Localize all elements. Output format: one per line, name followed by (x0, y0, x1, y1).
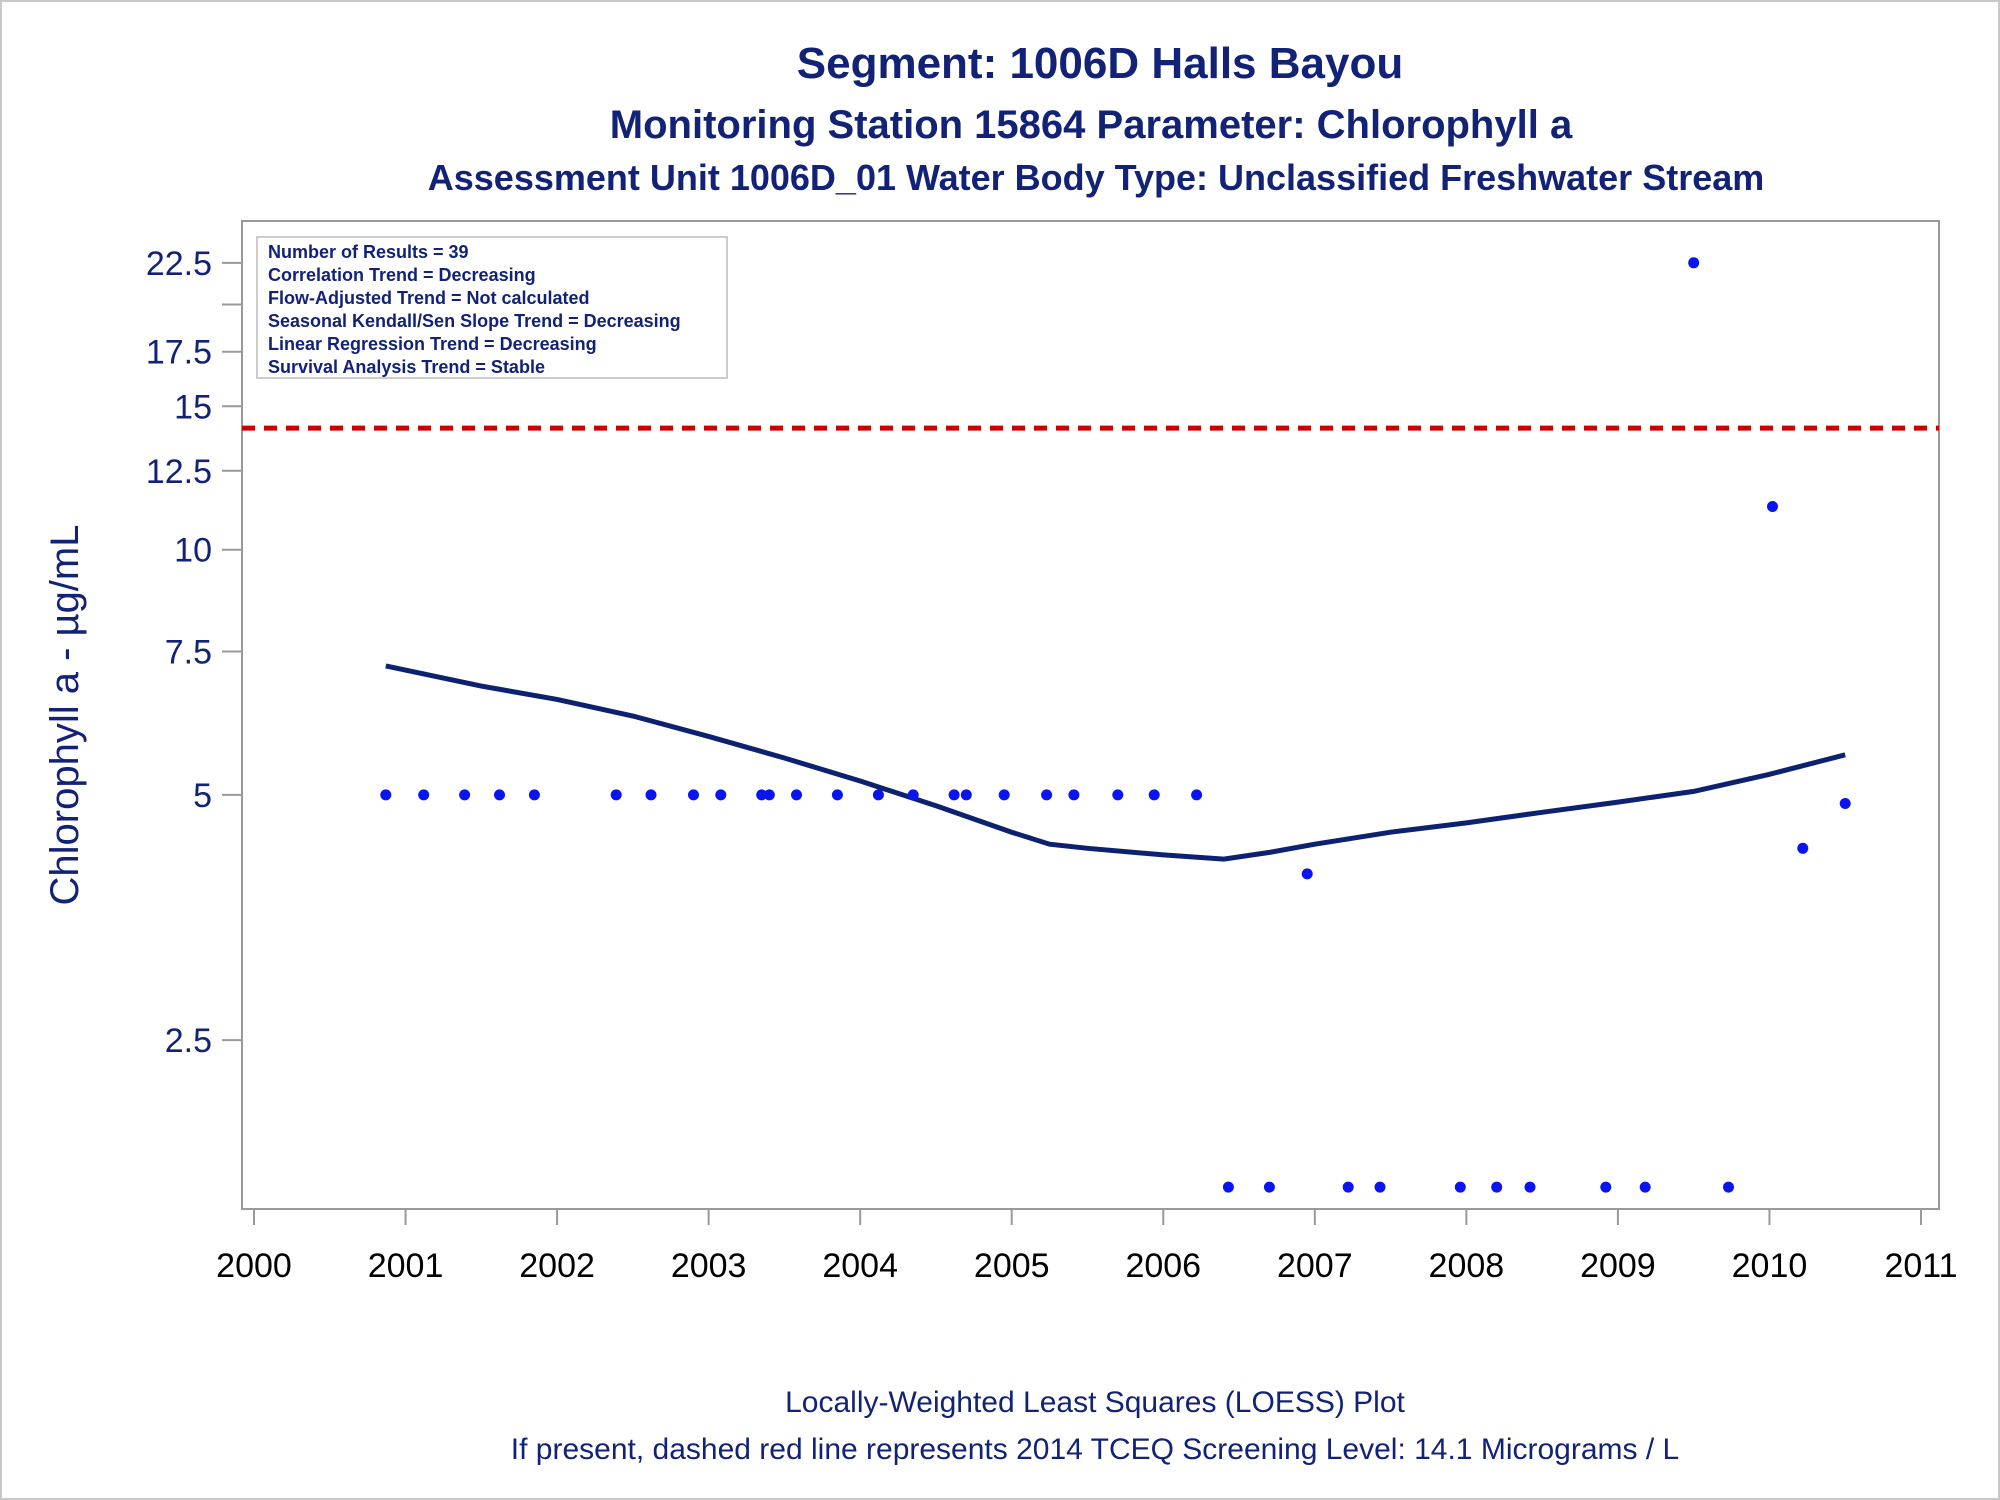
data-point (1301, 868, 1313, 880)
data-point (380, 789, 392, 801)
data-point (1688, 257, 1700, 269)
inset-seasonal-kendall: Seasonal Kendall/Sen Slope Trend = Decre… (268, 311, 681, 331)
data-point (1112, 789, 1124, 801)
data-point (1342, 1181, 1354, 1193)
y-tick-label: 15 (174, 388, 212, 426)
inset-flow-adjusted: Flow-Adjusted Trend = Not calculated (268, 288, 590, 308)
x-tick-label: 2007 (1277, 1247, 1353, 1285)
x-tick-label: 2003 (671, 1247, 747, 1285)
y-tick-label: 10 (174, 532, 212, 570)
y-tick-label: 2.5 (165, 1022, 212, 1060)
data-point (1191, 789, 1203, 801)
data-point (756, 789, 768, 801)
chart-title: Segment: 1006D Halls Bayou (797, 39, 1403, 88)
data-point (610, 789, 622, 801)
data-point (1222, 1181, 1234, 1193)
x-tick-label: 2005 (974, 1247, 1050, 1285)
y-tick-label: 22.5 (146, 245, 212, 283)
data-point (763, 789, 775, 801)
data-point (645, 789, 657, 801)
y-tick-label: 17.5 (146, 334, 212, 372)
data-point (494, 789, 505, 801)
trend-inset: Number of Results = 39 Correlation Trend… (256, 236, 728, 379)
x-tick-label: 2008 (1429, 1247, 1505, 1285)
inset-survival: Survival Analysis Trend = Stable (268, 357, 545, 377)
inset-box (256, 236, 728, 379)
data-point (1491, 1181, 1503, 1193)
data-point (1839, 798, 1851, 809)
data-point (688, 789, 699, 801)
y-axis-label: Chlorophyll a - µg/mL (43, 525, 87, 906)
plot-area (241, 220, 1940, 1210)
inset-results: Number of Results = 39 (268, 242, 469, 262)
inset-linear-regression: Linear Regression Trend = Decreasing (268, 334, 597, 354)
data-points (380, 257, 1851, 1193)
data-point (528, 789, 540, 801)
y-tick-label: 5 (193, 777, 212, 815)
footnote-loess: Locally-Weighted Least Squares (LOESS) P… (785, 1386, 1405, 1419)
inset-correlation: Correlation Trend = Decreasing (268, 265, 536, 285)
data-point (1148, 789, 1160, 801)
data-point (1639, 1181, 1651, 1193)
data-point (1767, 501, 1778, 512)
data-point (1068, 789, 1080, 801)
x-tick-label: 2002 (519, 1247, 595, 1285)
data-point (1454, 1181, 1466, 1193)
x-tick-label: 2000 (216, 1247, 292, 1285)
data-point (998, 789, 1010, 801)
data-point (1797, 842, 1809, 854)
y-tick-label: 7.5 (165, 633, 212, 671)
data-point (1263, 1181, 1275, 1193)
chart-subtitle-2: Assessment Unit 1006D_01 Water Body Type… (428, 157, 1765, 198)
x-tick-label: 2004 (822, 1247, 898, 1285)
data-point (872, 789, 884, 801)
x-tick-label: 2011 (1884, 1247, 1957, 1285)
x-tick-label: 2009 (1580, 1247, 1656, 1285)
y-tick-label: 12.5 (146, 453, 212, 491)
chart-subtitle: Monitoring Station 15864 Parameter: Chlo… (610, 103, 1573, 147)
x-tick-label: 2010 (1732, 1247, 1808, 1285)
y-axis: 2.5 5 7.5 10 12.5 15 17.5 22.5 (146, 245, 242, 1060)
data-point (418, 789, 430, 801)
x-axis: 2000 2001 2002 2003 2004 2005 2006 2007 2008 2009… (216, 1209, 1958, 1285)
data-point (948, 789, 960, 801)
data-point (715, 789, 727, 801)
loess-curve (385, 663, 1846, 862)
data-point (1723, 1181, 1734, 1193)
data-point (1524, 1181, 1536, 1193)
data-point (791, 789, 802, 801)
data-point (459, 789, 471, 801)
data-point (1600, 1181, 1612, 1193)
x-tick-label: 2001 (368, 1247, 444, 1285)
data-point (831, 789, 843, 801)
footnote-screening: If present, dashed red line represents 2… (511, 1433, 1679, 1466)
data-point (1041, 789, 1053, 801)
data-point (1374, 1181, 1386, 1193)
x-tick-label: 2006 (1125, 1247, 1201, 1285)
data-point (907, 789, 919, 801)
data-point (960, 789, 972, 801)
